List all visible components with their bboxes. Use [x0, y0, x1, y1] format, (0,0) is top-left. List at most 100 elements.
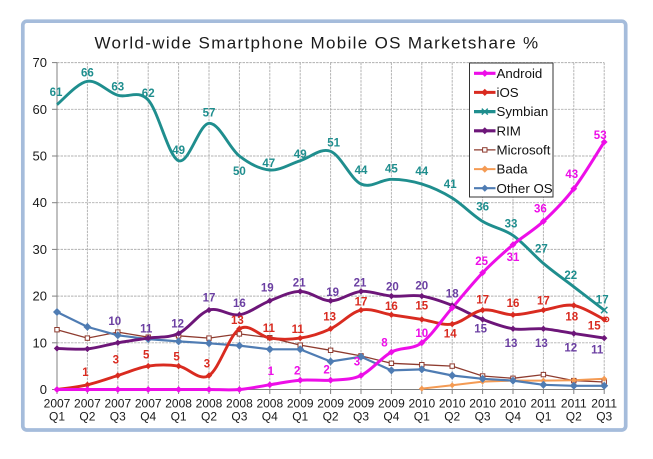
svg-text:Q3: Q3 — [353, 410, 369, 424]
svg-text:Q3: Q3 — [110, 410, 126, 424]
svg-text:2008: 2008 — [165, 397, 192, 411]
svg-text:40: 40 — [33, 195, 47, 210]
svg-text:Android: Android — [497, 66, 543, 81]
svg-text:31: 31 — [507, 252, 520, 264]
svg-text:70: 70 — [33, 55, 47, 70]
svg-text:17: 17 — [596, 294, 609, 306]
svg-text:49: 49 — [294, 149, 307, 161]
svg-text:2011: 2011 — [561, 397, 587, 411]
svg-text:19: 19 — [326, 287, 339, 299]
svg-text:17: 17 — [355, 296, 368, 308]
svg-text:2: 2 — [323, 364, 329, 376]
svg-text:60: 60 — [33, 102, 47, 117]
svg-text:33: 33 — [505, 219, 518, 231]
svg-text:50: 50 — [33, 149, 47, 164]
svg-text:22: 22 — [564, 270, 577, 282]
svg-text:2010: 2010 — [439, 397, 466, 411]
svg-text:2007: 2007 — [135, 397, 162, 411]
svg-text:13: 13 — [323, 312, 336, 324]
svg-text:3: 3 — [113, 355, 119, 367]
svg-text:Other OS: Other OS — [497, 181, 553, 196]
svg-text:Q3: Q3 — [596, 410, 612, 424]
svg-text:Q4: Q4 — [262, 410, 278, 424]
svg-text:Q1: Q1 — [414, 410, 430, 424]
svg-text:27: 27 — [535, 244, 548, 256]
svg-text:15: 15 — [474, 324, 487, 336]
svg-text:51: 51 — [327, 138, 340, 150]
svg-text:Q3: Q3 — [475, 410, 491, 424]
svg-text:3: 3 — [354, 357, 360, 369]
svg-text:47: 47 — [262, 158, 275, 170]
svg-text:11: 11 — [591, 344, 604, 356]
svg-text:Q1: Q1 — [535, 410, 551, 424]
svg-text:Q2: Q2 — [566, 410, 582, 424]
svg-text:50: 50 — [233, 166, 246, 178]
svg-text:21: 21 — [354, 278, 367, 290]
svg-text:2008: 2008 — [256, 397, 283, 411]
svg-text:13: 13 — [231, 315, 244, 327]
svg-text:53: 53 — [594, 130, 607, 142]
svg-text:20: 20 — [415, 280, 428, 292]
svg-text:21: 21 — [293, 278, 306, 290]
svg-text:Q3: Q3 — [231, 410, 247, 424]
svg-text:11: 11 — [263, 323, 276, 335]
svg-text:16: 16 — [507, 298, 520, 310]
svg-text:13: 13 — [535, 338, 548, 350]
svg-text:2009: 2009 — [317, 397, 344, 411]
svg-text:2007: 2007 — [104, 397, 131, 411]
svg-text:Q2: Q2 — [323, 410, 339, 424]
svg-text:13: 13 — [505, 338, 518, 350]
svg-text:Q1: Q1 — [49, 410, 65, 424]
svg-text:44: 44 — [415, 166, 428, 178]
svg-text:3: 3 — [204, 359, 210, 371]
svg-text:2009: 2009 — [287, 397, 314, 411]
svg-text:5: 5 — [143, 349, 150, 361]
svg-text:25: 25 — [475, 256, 488, 268]
svg-text:1: 1 — [82, 367, 89, 379]
svg-text:Q4: Q4 — [140, 410, 156, 424]
svg-text:iOS: iOS — [497, 85, 519, 100]
svg-text:2007: 2007 — [74, 397, 101, 411]
svg-text:63: 63 — [111, 82, 124, 94]
svg-text:49: 49 — [172, 145, 185, 157]
svg-text:8: 8 — [381, 337, 388, 349]
svg-text:Bada: Bada — [497, 162, 529, 177]
svg-text:1: 1 — [268, 366, 275, 378]
svg-text:18: 18 — [446, 289, 459, 301]
svg-text:41: 41 — [444, 179, 457, 191]
svg-text:11: 11 — [140, 323, 153, 335]
svg-text:36: 36 — [534, 204, 547, 216]
svg-text:2010: 2010 — [469, 397, 496, 411]
svg-text:17: 17 — [203, 292, 216, 304]
svg-text:Symbian: Symbian — [497, 104, 549, 119]
svg-text:11: 11 — [292, 324, 305, 336]
svg-text:44: 44 — [355, 165, 368, 177]
svg-text:30: 30 — [33, 242, 47, 257]
svg-text:Q1: Q1 — [292, 410, 308, 424]
svg-text:2011: 2011 — [530, 397, 556, 411]
svg-text:Q4: Q4 — [505, 410, 521, 424]
svg-text:10: 10 — [415, 328, 428, 340]
svg-text:2009: 2009 — [378, 397, 405, 411]
svg-text:5: 5 — [173, 351, 180, 363]
svg-text:Q2: Q2 — [79, 410, 95, 424]
svg-text:15: 15 — [415, 301, 428, 313]
svg-text:Q1: Q1 — [171, 410, 187, 424]
svg-text:Microsoft: Microsoft — [497, 143, 551, 158]
svg-text:20: 20 — [33, 289, 47, 304]
svg-text:World-wide Smartphone Mobile O: World-wide Smartphone Mobile OS Marketsh… — [94, 34, 539, 53]
svg-text:2009: 2009 — [348, 397, 375, 411]
svg-text:16: 16 — [385, 301, 398, 313]
svg-text:0: 0 — [40, 382, 47, 397]
svg-text:Q2: Q2 — [444, 410, 460, 424]
svg-text:17: 17 — [537, 295, 550, 307]
svg-text:10: 10 — [33, 335, 47, 350]
svg-text:12: 12 — [171, 319, 184, 331]
svg-text:62: 62 — [142, 88, 155, 100]
svg-text:2008: 2008 — [196, 397, 223, 411]
svg-text:2007: 2007 — [44, 397, 71, 411]
svg-text:10: 10 — [108, 316, 121, 328]
svg-text:19: 19 — [261, 283, 274, 295]
svg-text:2: 2 — [294, 365, 300, 377]
svg-text:14: 14 — [444, 328, 457, 340]
